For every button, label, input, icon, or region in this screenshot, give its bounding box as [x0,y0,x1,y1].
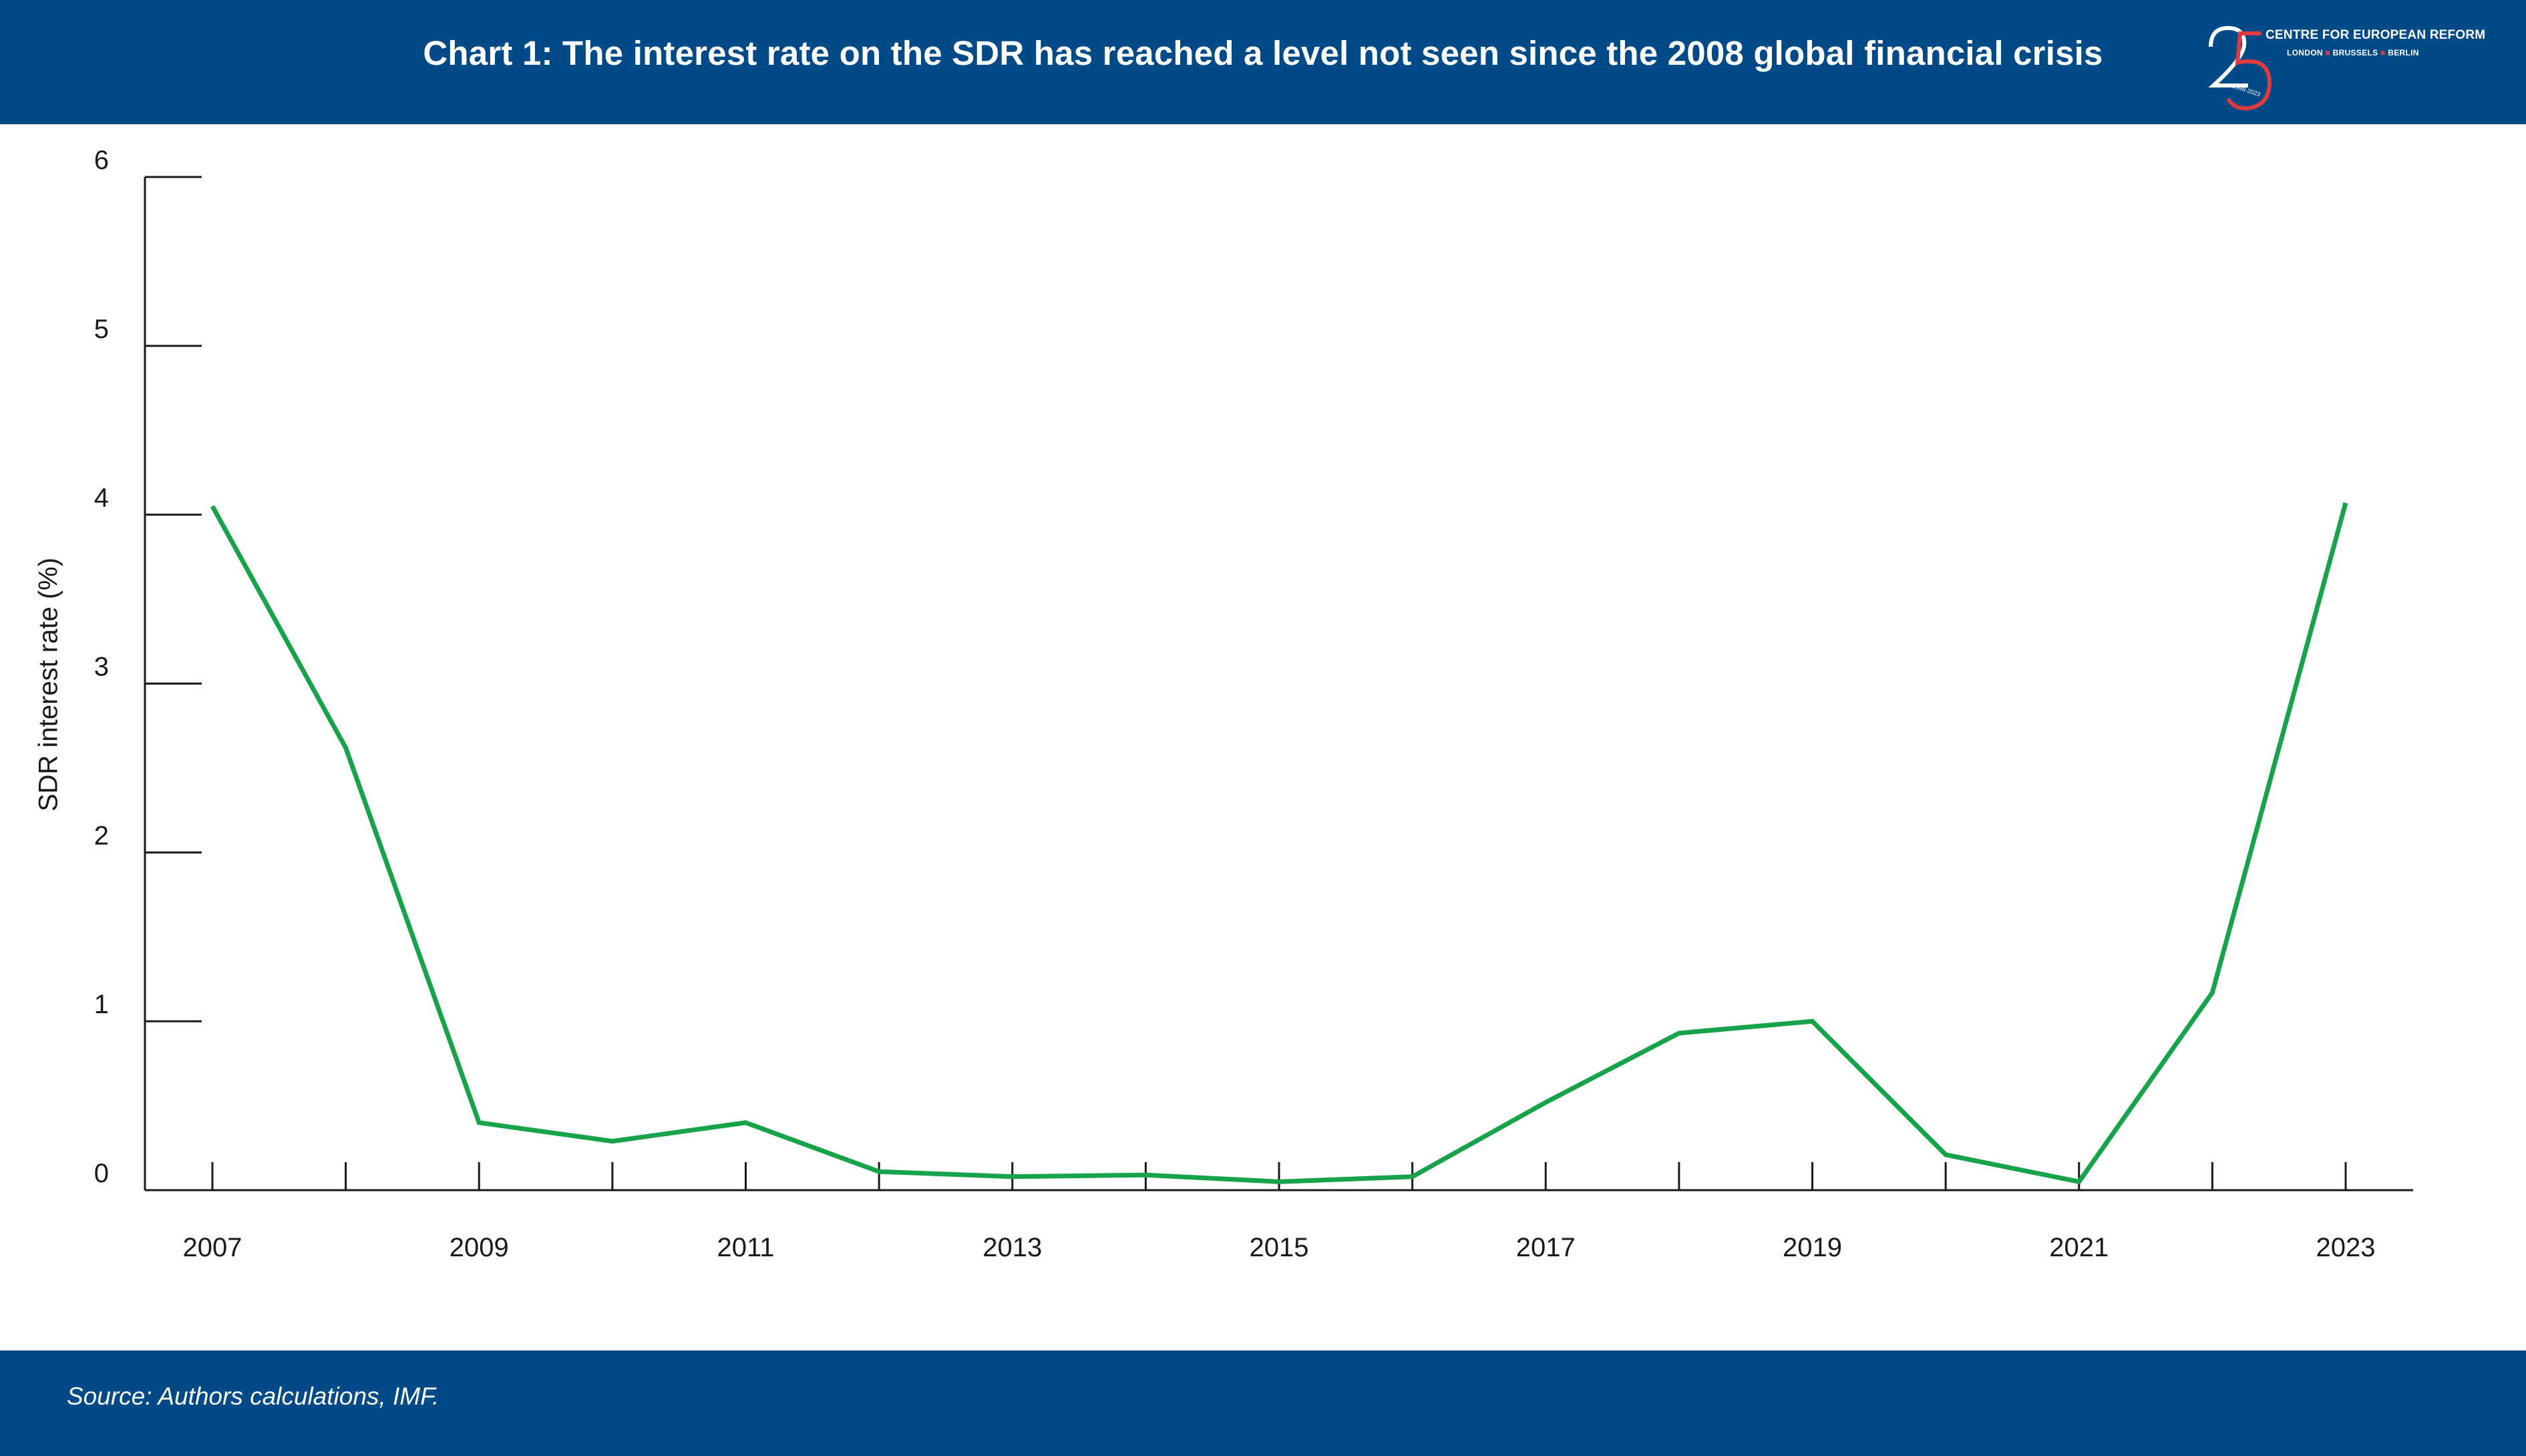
logo-cities: LONDON ■ BRUSSELS ■ BERLIN [2287,48,2419,57]
y-tick-label: 0 [94,1159,109,1188]
logo-city-london: LONDON [2287,48,2323,57]
logo-city-berlin: BERLIN [2388,48,2419,57]
x-tick-label: 2013 [982,1233,1042,1262]
line-chart: 0 1 2 3 4 5 6 2007 2009 2011 2013 2015 2017 2019 2021 2… [94,146,2413,1262]
logo-org-name: CENTRE FOR EUROPEAN REFORM [2266,28,2486,42]
y-tick-label: 1 [94,990,109,1019]
logo-digit-5-shape [2226,31,2272,111]
x-tick-label: 2009 [449,1233,509,1262]
y-tick-label: 2 [94,821,109,850]
y-tick-label: 3 [94,653,109,682]
x-tick-label: 2019 [1783,1233,1842,1262]
y-tick-label: 6 [94,146,109,175]
y-tick-label: 4 [94,484,109,513]
chart-title: Chart 1: The interest rate on the SDR ha… [423,34,2103,72]
x-tick-label: 2017 [1516,1233,1576,1262]
footer-bar [0,1350,2526,1456]
y-tick-label: 5 [94,315,109,344]
y-axis-label: SDR interest rate (%) [33,557,63,812]
logo-digit-2-shape [2208,25,2248,87]
x-tick-label: 2015 [1250,1233,1309,1262]
source-note: Source: Authors calculations, IMF. [67,1383,439,1410]
series-line-sdr-rate [210,502,2348,1185]
cer-logo: 25 CENTRE FOR EUROPEAN REFORM LONDON ■ B… [2204,20,2485,114]
header-bar [0,0,2526,124]
x-tick-label: 2021 [2049,1233,2109,1262]
x-tick-label: 2007 [183,1233,242,1262]
x-tick-label: 2023 [2316,1233,2376,1262]
logo-25-mark: 25 [2208,25,2272,111]
logo-city-brussels: BRUSSELS [2332,48,2378,57]
x-tick-label: 2011 [717,1233,774,1262]
